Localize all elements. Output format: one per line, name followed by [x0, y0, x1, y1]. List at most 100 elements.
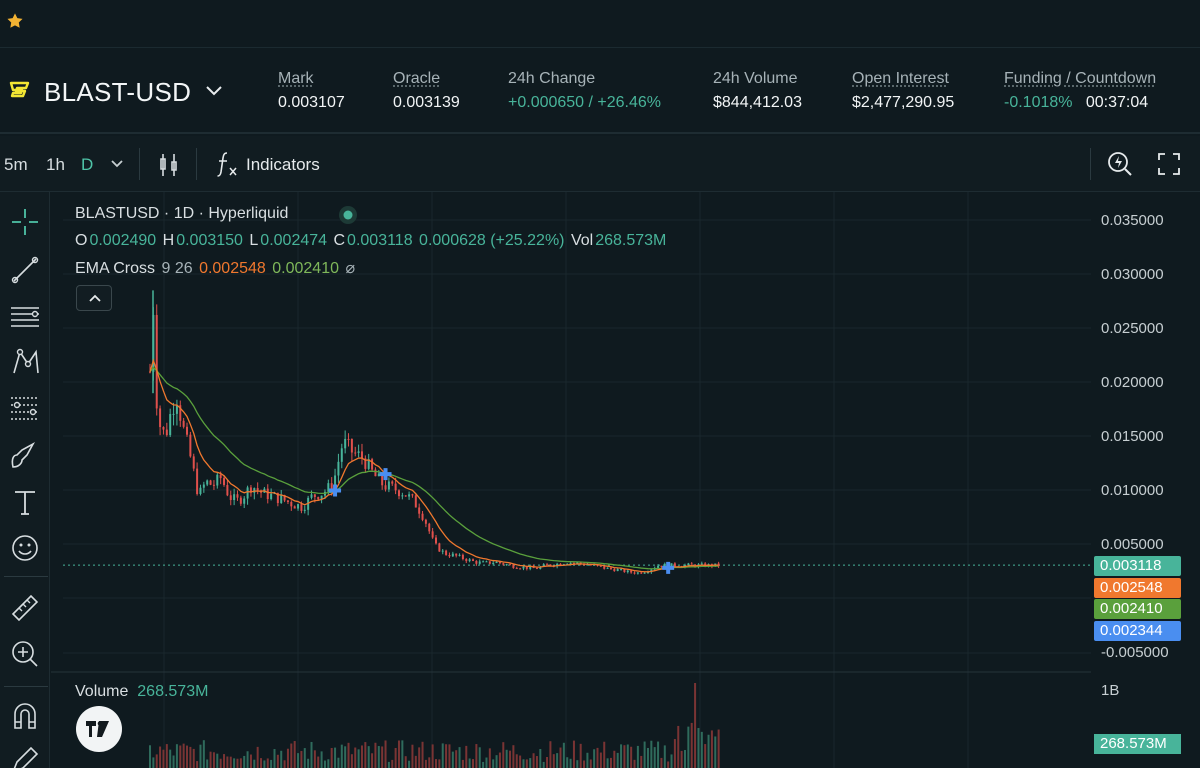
- candle-body: [687, 563, 690, 566]
- ohlc-close: 0.003118: [347, 232, 413, 249]
- tradingview-logo[interactable]: [76, 706, 122, 752]
- candle-body: [408, 494, 411, 497]
- candle-body: [347, 438, 350, 440]
- candle-body: [246, 487, 249, 499]
- trend-line-icon[interactable]: [9, 254, 41, 286]
- timeframe-d[interactable]: D: [81, 155, 94, 174]
- axis-label: 0.010000: [1101, 482, 1164, 499]
- ema-hidden-icon: ⌀: [345, 260, 356, 277]
- chevron-down-icon[interactable]: [110, 158, 124, 170]
- candle-body: [468, 559, 471, 562]
- fullscreen-icon[interactable]: [1157, 152, 1181, 176]
- indicators-button[interactable]: Indicators: [246, 155, 320, 174]
- chart-toolbar: [0, 136, 1200, 192]
- volume-bar: [172, 755, 175, 768]
- candle-body: [202, 484, 205, 488]
- volume-bar: [273, 749, 276, 768]
- candle-body: [579, 562, 582, 564]
- candle-body: [589, 564, 592, 566]
- candle-body: [613, 569, 616, 572]
- chevron-down-icon[interactable]: [204, 84, 224, 98]
- price-axis[interactable]: [1091, 192, 1200, 768]
- chart-title-legend: BLASTUSD · 1D · Hyperliquid: [75, 205, 290, 223]
- stat-label[interactable]: Mark: [278, 70, 314, 87]
- volume-bar: [583, 760, 586, 768]
- candlestick-type-icon[interactable]: [156, 152, 182, 178]
- timeframe-5m[interactable]: 5m: [4, 155, 28, 174]
- volume-bar: [522, 759, 525, 768]
- candle-body: [609, 567, 612, 570]
- volume-bar: [334, 747, 337, 768]
- candle-body: [384, 485, 387, 490]
- ema-legend[interactable]: EMA Cross 9 26 0.002548 0.002410 ⌀: [75, 258, 357, 278]
- volume-bar: [357, 749, 360, 768]
- collapse-legend-button[interactable]: [76, 285, 112, 311]
- volume-bar: [657, 741, 660, 768]
- volume-bar: [535, 756, 538, 768]
- stat-oracle: Oracle 0.003139: [393, 70, 460, 112]
- quick-search-icon[interactable]: [1106, 150, 1134, 178]
- stat-label[interactable]: Funding / Countdown: [1004, 70, 1157, 87]
- volume-bar: [448, 744, 451, 768]
- ohlc-change: 0.000628 (+25.22%): [419, 232, 565, 249]
- candle-body: [155, 314, 158, 409]
- volume-legend: Volume 268.573M: [75, 683, 208, 701]
- volume-bar: [566, 757, 569, 768]
- brush-icon[interactable]: [9, 440, 41, 472]
- crosshair-icon[interactable]: [9, 206, 41, 238]
- volume-bar: [603, 741, 606, 768]
- volume-bar: [162, 749, 165, 768]
- candle-body: [482, 561, 485, 563]
- stat-label[interactable]: Open Interest: [852, 70, 949, 87]
- volume-bar: [414, 755, 417, 768]
- fib-retracement-icon[interactable]: [9, 392, 41, 424]
- pencil-lock-icon[interactable]: [9, 744, 41, 768]
- candle-body: [162, 427, 165, 430]
- candle-body: [636, 572, 639, 574]
- volume-bar: [546, 756, 549, 768]
- text-tool-icon[interactable]: [9, 486, 41, 518]
- star-icon[interactable]: [6, 12, 24, 30]
- timeframe-1h[interactable]: 1h: [46, 155, 65, 174]
- ruler-icon[interactable]: [9, 592, 41, 624]
- volume-bar: [441, 743, 444, 768]
- volume-bar: [485, 757, 488, 768]
- stat-value: +0.000650 / +26.46%: [508, 94, 662, 111]
- stat-mark: Mark 0.003107: [278, 70, 345, 112]
- volume-bar: [707, 734, 710, 768]
- candle-body: [364, 458, 367, 469]
- zoom-in-icon[interactable]: [9, 638, 41, 670]
- volume-bar: [435, 759, 437, 768]
- volume-label: Volume: [75, 683, 129, 700]
- candle-body: [239, 497, 242, 504]
- volume-bar: [270, 759, 273, 768]
- volume-bar: [199, 744, 202, 768]
- volume-bar: [714, 736, 717, 768]
- volume-bar: [700, 731, 703, 768]
- volume-bar: [559, 747, 562, 768]
- pattern-icon[interactable]: [9, 346, 41, 378]
- candle-body: [327, 483, 330, 492]
- candle-body: [448, 554, 451, 557]
- stat-label[interactable]: Oracle: [393, 70, 441, 87]
- stat-funding: Funding / Countdown -0.1018% 00:37:04: [1004, 70, 1156, 112]
- magnet-icon[interactable]: [9, 700, 41, 732]
- emoji-icon[interactable]: [9, 532, 41, 564]
- market-symbol[interactable]: BLAST-USD: [44, 77, 192, 107]
- horizontal-lines-icon[interactable]: [9, 300, 41, 332]
- candle-body: [620, 568, 623, 570]
- volume-bar: [704, 744, 707, 768]
- fx-icon[interactable]: [214, 150, 242, 178]
- volume-bar: [532, 753, 535, 768]
- drawing-toolbar: [0, 192, 50, 768]
- volume-bar: [552, 754, 555, 768]
- candle-body: [424, 519, 427, 524]
- volume-bar: [209, 751, 212, 768]
- candle-body: [461, 554, 464, 560]
- volume-bar: [212, 752, 215, 768]
- volume-bar: [313, 750, 316, 768]
- ema-fast-line: [149, 358, 719, 573]
- axis-label: 0.030000: [1101, 266, 1164, 283]
- candle-body: [535, 568, 538, 570]
- volume-bar: [482, 761, 485, 768]
